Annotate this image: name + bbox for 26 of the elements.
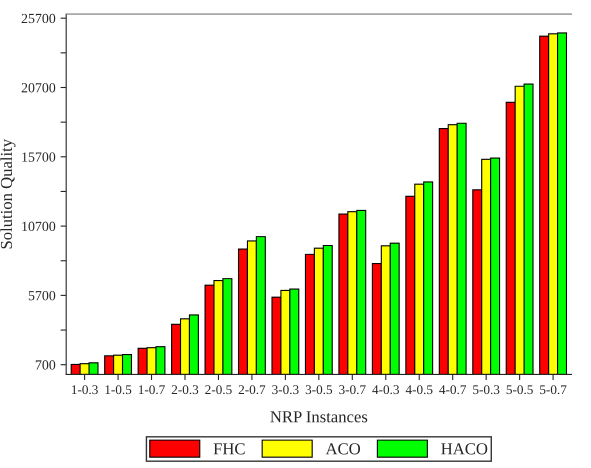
legend-label: FHC <box>214 443 245 454</box>
x-tick-label: 5-0.7 <box>540 385 566 394</box>
x-tick-label: 1-0.7 <box>138 385 165 394</box>
legend-label: ACO <box>326 443 360 454</box>
y-tick-label: 25700 <box>22 14 56 24</box>
x-tick-label: 5-0.3 <box>473 385 500 394</box>
y-tick-label: 700 <box>36 360 56 370</box>
y-axis-title: Solution Quality <box>0 138 16 248</box>
legend-label: HACO <box>441 443 488 454</box>
x-axis-title: NRP Instances <box>270 411 368 422</box>
y-tick-label: 10700 <box>22 222 56 232</box>
y-tick-label: 20700 <box>22 83 56 92</box>
x-tick-label: 1-0.5 <box>105 385 132 394</box>
x-tick-label: 5-0.5 <box>506 385 533 394</box>
x-tick-label: 1-0.3 <box>72 385 98 394</box>
x-tick-label: 3-0.7 <box>339 385 366 394</box>
y-tick-label: 5700 <box>28 290 56 300</box>
x-tick-label: 4-0.7 <box>439 385 466 394</box>
x-tick-label: 2-0.3 <box>172 385 198 394</box>
x-tick-label: 4-0.3 <box>372 385 399 394</box>
x-tick-label: 4-0.5 <box>406 385 432 394</box>
x-tick-label: 2-0.7 <box>238 385 266 394</box>
x-tick-label: 3-0.5 <box>306 385 332 394</box>
x-tick-label: 3-0.3 <box>272 385 299 394</box>
x-tick-label: 2-0.5 <box>205 385 232 394</box>
y-tick-label: 15700 <box>22 152 56 162</box>
